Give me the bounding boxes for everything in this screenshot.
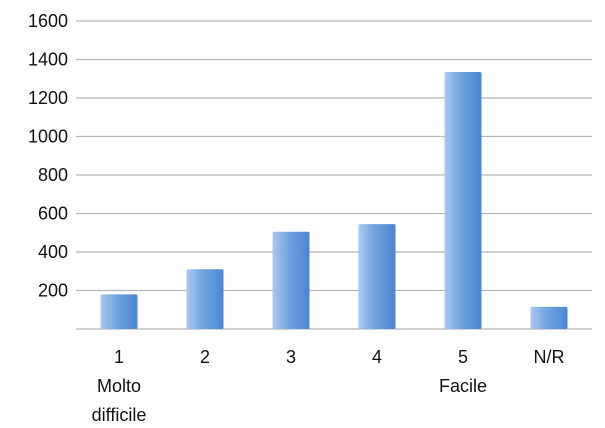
bar-2 [186,269,224,329]
y-tick-label-1000: 1000 [28,127,68,147]
x-axis-labels: 1 Molto difficile 2 3 4 5 Facile N/R [92,347,565,425]
bar-5 [444,72,482,329]
bars [100,72,568,329]
bar-n-r [530,306,568,329]
y-tick-label-1400: 1400 [28,50,68,70]
y-tick-label-600: 600 [38,204,68,224]
y-axis-tick-labels: 200 400 600 800 1000 1200 1400 1600 [28,11,68,301]
x-category-sublabel: Molto [97,376,141,396]
gridlines [76,20,592,330]
bar-1 [100,294,138,329]
x-category-label: 5 [458,347,468,367]
x-category-label: 2 [200,347,210,367]
y-tick-label-800: 800 [38,165,68,185]
x-category-sublabel: Facile [439,376,487,396]
bar-3 [272,231,310,329]
x-category-label: 3 [286,347,296,367]
y-tick-label-1200: 1200 [28,88,68,108]
x-category-label: 4 [372,347,382,367]
x-category-label: N/R [534,347,565,367]
x-category-label: 1 [114,347,124,367]
y-tick-label-200: 200 [38,281,68,301]
y-tick-label-400: 400 [38,242,68,262]
y-tick-label-1600: 1600 [28,11,68,31]
bar-4 [358,224,396,329]
x-category-sublabel: difficile [92,405,147,425]
